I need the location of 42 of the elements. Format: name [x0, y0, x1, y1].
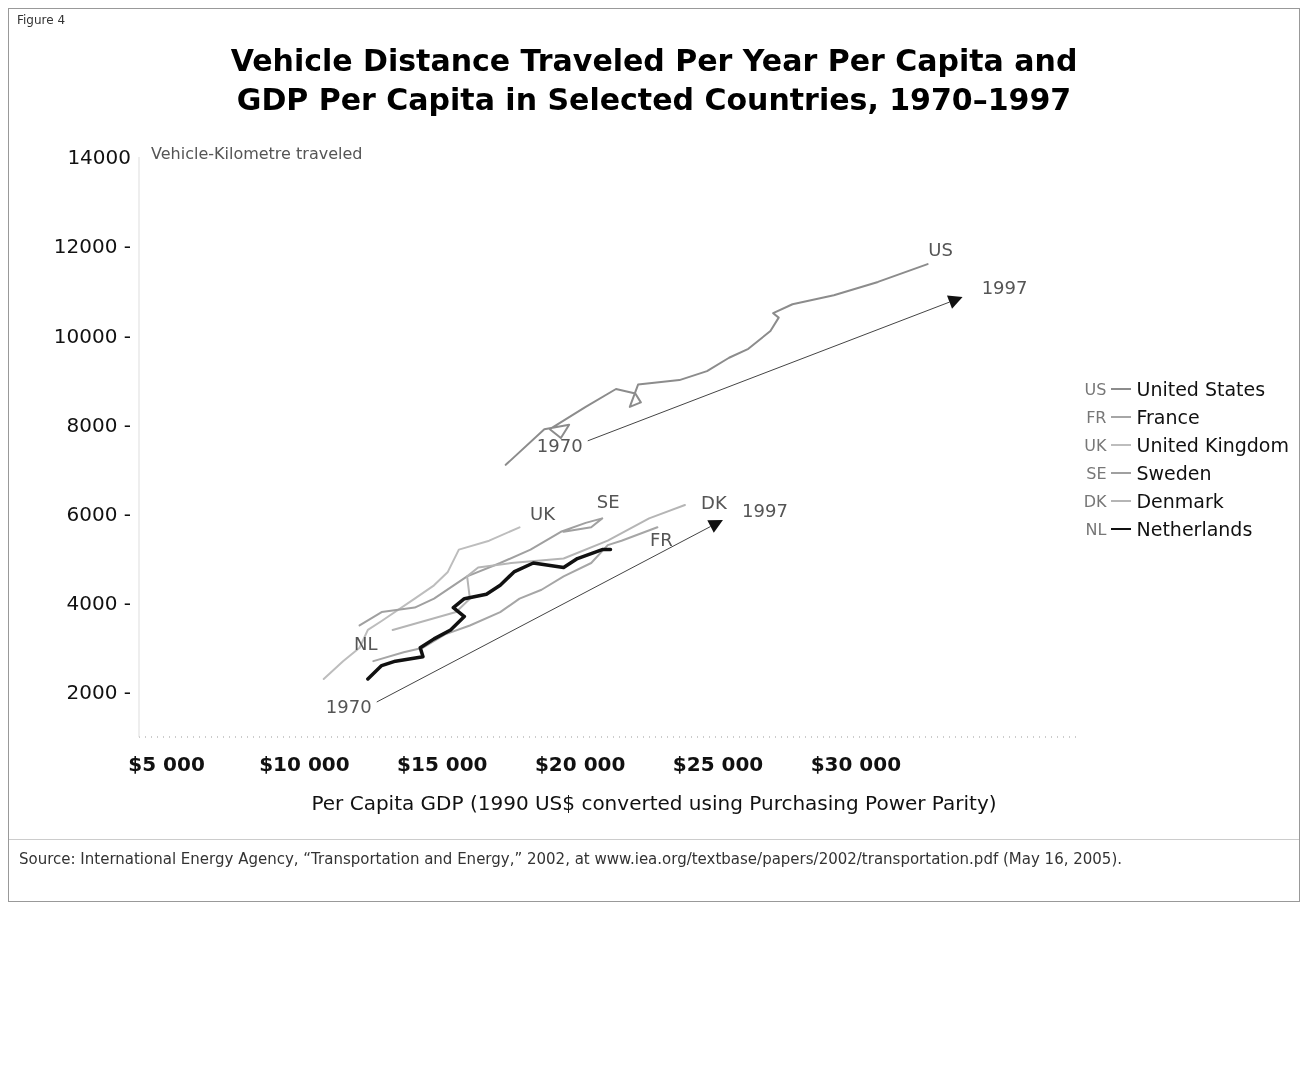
annotation: UK [530, 503, 557, 525]
x-tick-label: $15 000 [397, 752, 488, 777]
text: FR [1086, 407, 1107, 427]
legend-label: United Kingdom [1136, 434, 1289, 456]
legend-label: France [1136, 406, 1200, 428]
legend-label: Netherlands [1136, 518, 1253, 540]
chart-title: Vehicle Distance Traveled Per Year Per Capita and GDP Per Capita in Selected Countries, 1970–1997 [229, 42, 1079, 119]
annotation: FR [649, 529, 673, 551]
annotation: 1997 [742, 500, 788, 521]
text: UK [1084, 435, 1107, 455]
legend-label: Denmark [1136, 490, 1224, 512]
y-tick-label: 6000 - [66, 502, 131, 527]
annotation: 1970 [536, 434, 583, 456]
annotation: 1970 [325, 696, 372, 717]
annotation: NL [354, 633, 378, 654]
text: NL [1085, 519, 1107, 539]
line-series [322, 526, 521, 680]
text: SE [1086, 463, 1107, 483]
x-tick-label: $10 000 [259, 752, 350, 777]
y-tick-label: 12000 - [53, 234, 131, 259]
annotation: US [928, 239, 953, 261]
legend-label: Sweden [1136, 462, 1212, 484]
x-tick-label: $5 000 [128, 752, 205, 777]
text: DK [1083, 491, 1107, 511]
caption: Figure 4 [16, 12, 67, 29]
y-axis-title: Vehicle-Kilometre traveled [151, 144, 363, 163]
source-note: Source: International Energy Agency, “Transportation and Energy,” 2002, at www.iea.org/textbase/papers/2002/transportation.pdf (May 16, 2005). [19, 849, 1123, 870]
y-tick-label: 14000 [67, 145, 131, 170]
x-tick-label: $20 000 [534, 752, 626, 777]
annotation: DK [701, 492, 728, 513]
text: US [1084, 379, 1107, 399]
legend-label: United States [1136, 378, 1266, 400]
annotation: 1997 [981, 277, 1028, 299]
y-tick-label: 8000 - [66, 412, 131, 437]
y-tick-label: 2000 - [66, 680, 131, 705]
annotation: SE [596, 491, 620, 513]
line-series [504, 263, 929, 466]
x-tick-label: $30 000 [810, 752, 902, 777]
y-tick-label: 4000 - [66, 591, 131, 616]
x-axis-title: Per Capita GDP (1990 US$ converted using Purchasing Power Parity) [310, 791, 998, 815]
x-tick-label: $25 000 [672, 752, 764, 777]
y-tick-label: 10000 - [53, 323, 131, 348]
